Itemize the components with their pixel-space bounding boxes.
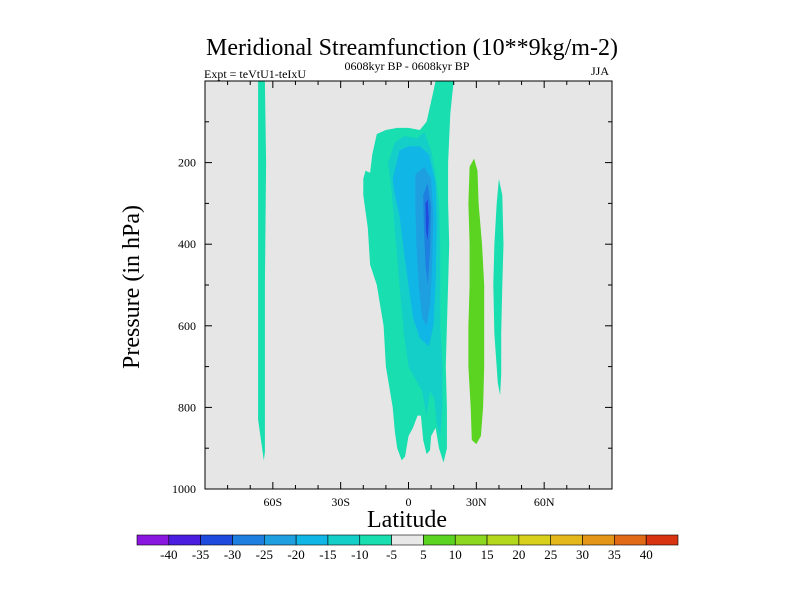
contour-region-band-60s: [258, 81, 267, 461]
colorbar-label: 20: [512, 547, 525, 562]
colorbar-swatch: [423, 534, 456, 546]
axes: 60S 30S 0 30N 60N 200 400 600 800 1000: [172, 81, 612, 509]
chart-subtitle-center: 0608kyr BP - 0608kyr BP: [345, 59, 470, 73]
y-tick-label: 1000: [172, 482, 196, 496]
colorbar-label: -5: [386, 547, 397, 562]
colorbar: -40 -35 -30 -25 -20 -15 -10 -5 5 10 15 20 25 30 35 40: [136, 534, 679, 562]
contour-region-nh-outer-minus10: [493, 178, 504, 396]
chart-title: Meridional Streamfunction (10**9kg/m-2): [206, 35, 618, 61]
colorbar-label: -25: [256, 547, 273, 562]
colorbar-swatch: [582, 534, 615, 546]
colorbar-label: -40: [160, 547, 177, 562]
chart-subtitle-left: Expt = teVtU1-teIxU: [204, 67, 306, 81]
x-tick-label: 30S: [331, 495, 350, 509]
contour-region-nh-positive: [468, 158, 485, 445]
colorbar-label: 5: [420, 547, 427, 562]
colorbar-swatch: [645, 534, 679, 546]
colorbar-label: -20: [287, 547, 304, 562]
y-tick-label: 600: [178, 319, 196, 333]
colorbar-swatch: [263, 534, 297, 546]
colorbar-label: -30: [224, 547, 241, 562]
colorbar-swatch: [391, 534, 424, 546]
x-tick-label: 60S: [263, 495, 282, 509]
colorbar-swatch: [168, 534, 201, 546]
colorbar-label: 35: [608, 547, 621, 562]
y-axis-title: Pressure (in hPa): [119, 205, 145, 369]
colorbar-swatch: [359, 534, 392, 546]
colorbar-label: -10: [351, 547, 368, 562]
colorbar-swatch: [518, 534, 552, 546]
chart-subtitle-right: JJA: [591, 64, 609, 78]
colorbar-label: 15: [481, 547, 494, 562]
colorbar-label: 25: [544, 547, 557, 562]
colorbar-swatch: [295, 534, 329, 546]
colorbar-swatch: [614, 534, 647, 546]
contour-fills: [258, 81, 504, 463]
colorbar-label: -15: [319, 547, 336, 562]
colorbar-swatch: [327, 534, 361, 546]
x-tick-label: 60N: [534, 495, 555, 509]
colorbar-label: 10: [449, 547, 462, 562]
colorbar-swatch: [232, 534, 265, 546]
x-tick-label: 30N: [466, 495, 487, 509]
colorbar-label: 30: [576, 547, 589, 562]
colorbar-label: 40: [640, 547, 653, 562]
y-tick-label: 800: [178, 400, 196, 414]
colorbar-swatch: [454, 534, 488, 546]
colorbar-swatch: [200, 534, 233, 546]
x-axis-title: Latitude: [367, 507, 447, 533]
colorbar-swatch: [550, 534, 583, 546]
x-tick-label: 0: [406, 495, 412, 509]
contour-region-tropical-minus35: [425, 199, 429, 241]
colorbar-label: -35: [192, 547, 209, 562]
colorbar-swatch: [136, 534, 170, 546]
colorbar-swatch: [486, 534, 520, 546]
y-tick-label: 200: [178, 156, 196, 170]
y-tick-label: 400: [178, 237, 196, 251]
